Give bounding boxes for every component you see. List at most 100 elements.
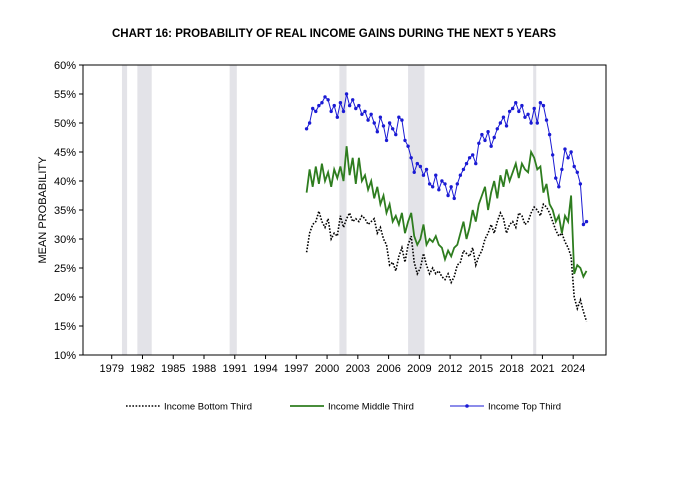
legend-marker: [465, 404, 469, 408]
x-tick-label: 2012: [438, 363, 462, 375]
legend-label-1: Income Middle Third: [328, 402, 414, 413]
y-tick-label: 45%: [54, 147, 76, 159]
chart-title: CHART 16: PROBABILITY OF REAL INCOME GAI…: [112, 28, 556, 40]
series-point: [387, 121, 392, 125]
y-tick-label: 35%: [54, 205, 76, 217]
series-point: [421, 173, 426, 177]
x-tick-label: 2000: [315, 363, 339, 375]
series-point: [480, 132, 484, 137]
series-point: [489, 144, 493, 148]
legend: Income Bottom Third Income Middle Third In…: [126, 402, 561, 413]
series-point: [314, 109, 318, 114]
series-point: [474, 161, 478, 166]
series-layer: [304, 92, 589, 322]
series-point: [541, 103, 546, 108]
series-point: [384, 138, 389, 143]
series-point: [547, 132, 552, 137]
series-point: [455, 182, 460, 186]
y-axis: 10% 15% 20% 25% 30% 35% 40% 45% 50% 55% 60%: [54, 60, 83, 362]
series-point: [535, 121, 539, 125]
legend-label-0: Income Bottom Third: [164, 402, 252, 413]
series-point: [477, 141, 481, 145]
series-point: [569, 150, 573, 154]
series-point: [550, 153, 555, 157]
series-point: [458, 173, 463, 177]
series-point: [544, 118, 549, 122]
series-point: [403, 138, 407, 143]
recession-band-0: [121, 65, 128, 355]
series-point: [375, 130, 380, 134]
series-point: [584, 219, 589, 224]
series-point: [498, 121, 503, 125]
x-tick-label: 1991: [223, 363, 247, 375]
series-point: [354, 106, 358, 111]
series-point: [366, 118, 370, 122]
series-point: [351, 98, 355, 102]
series-point: [507, 109, 512, 114]
series-point: [520, 103, 524, 108]
series-point: [338, 101, 343, 105]
series-point: [341, 109, 346, 114]
y-tick-label: 30%: [54, 234, 76, 246]
series-point: [554, 176, 558, 180]
recession-band-5: [533, 65, 537, 355]
series-point: [495, 127, 499, 131]
series-point: [357, 103, 361, 108]
x-tick-label: 1979: [99, 363, 123, 375]
recession-band-3: [339, 65, 347, 355]
series-point: [557, 185, 561, 189]
x-tick-label: 1988: [192, 363, 216, 375]
series-point: [430, 185, 435, 189]
series-point: [581, 222, 586, 227]
y-tick-label: 10%: [54, 350, 76, 362]
series-point: [317, 103, 321, 108]
series-point: [470, 153, 475, 157]
series-point: [443, 182, 447, 186]
series-point: [504, 124, 509, 128]
series-point: [575, 170, 579, 174]
series-point: [344, 92, 349, 96]
series-point: [394, 132, 398, 137]
series-point: [378, 115, 383, 119]
series-point: [529, 121, 533, 125]
x-tick-label: 2009: [407, 363, 431, 375]
y-tick-label: 60%: [54, 60, 76, 72]
series-point: [347, 103, 352, 108]
series-point: [400, 118, 404, 122]
series-point: [440, 179, 444, 183]
series-point: [360, 112, 364, 117]
series-point: [307, 121, 312, 125]
series-point: [390, 127, 395, 131]
series-point: [335, 115, 340, 119]
x-tick-label: 2006: [376, 363, 400, 375]
recession-band-4: [408, 65, 425, 355]
series-point: [446, 193, 450, 198]
series-point: [434, 173, 438, 177]
series-point: [412, 170, 416, 174]
series-point: [514, 101, 518, 105]
series-point: [538, 101, 543, 105]
series-point: [492, 135, 496, 140]
series-point: [517, 109, 521, 114]
series-point: [486, 130, 490, 134]
series-point: [532, 106, 536, 111]
series-point: [369, 112, 373, 117]
series-point: [320, 101, 324, 105]
x-tick-label: 2018: [499, 363, 523, 375]
y-tick-label: 25%: [54, 263, 76, 275]
series-point: [372, 121, 376, 125]
x-tick-label: 1985: [161, 363, 185, 375]
x-tick-label: 2003: [346, 363, 370, 375]
x-tick-label: 1994: [253, 363, 277, 375]
x-tick-label: 2024: [561, 363, 585, 375]
series-point: [415, 161, 420, 166]
series-point: [424, 167, 429, 172]
series-point: [510, 106, 515, 111]
series-point: [326, 98, 330, 102]
recession-bands: [121, 65, 537, 355]
series-point: [449, 185, 453, 189]
series-point: [572, 164, 576, 169]
series-point: [467, 156, 472, 160]
series-point: [409, 156, 413, 160]
